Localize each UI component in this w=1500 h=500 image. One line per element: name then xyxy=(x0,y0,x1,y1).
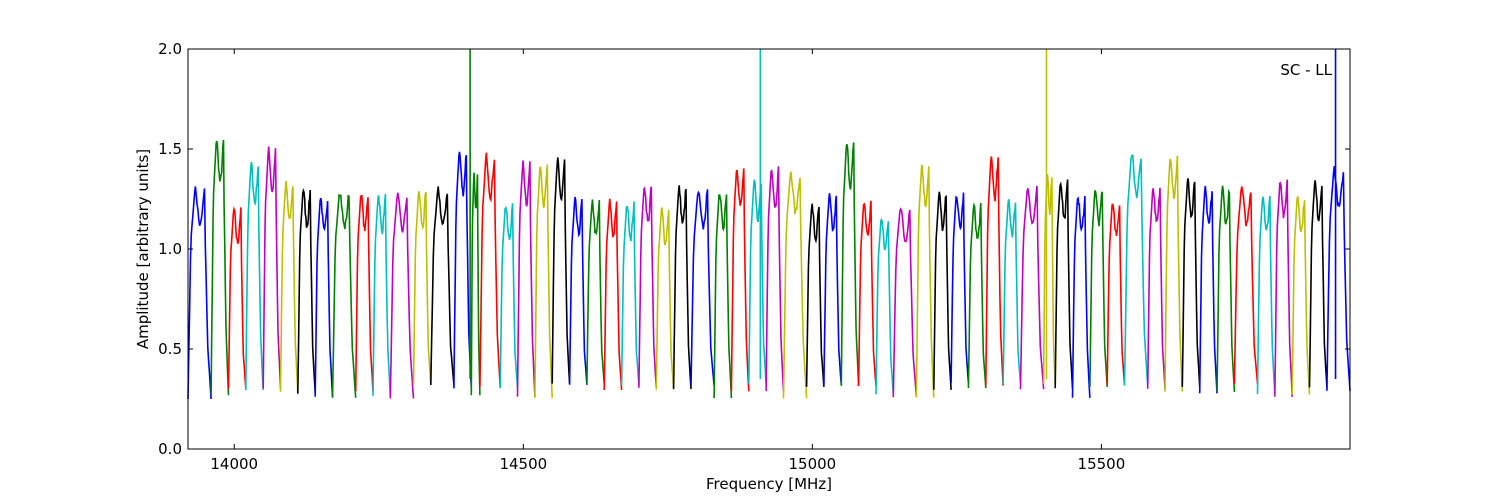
series-line xyxy=(586,199,605,384)
series-line xyxy=(1308,180,1328,388)
series-line xyxy=(892,207,918,398)
x-tick-label: 14000 xyxy=(210,455,258,473)
series-layer xyxy=(187,49,1351,400)
series-line xyxy=(1002,199,1022,385)
series-line xyxy=(620,201,640,386)
series-line xyxy=(1054,179,1074,389)
series-line xyxy=(638,186,658,388)
series-line xyxy=(823,193,843,386)
series-line xyxy=(1071,196,1091,398)
series-line xyxy=(1256,195,1276,395)
series-line xyxy=(297,188,316,394)
x-tick-label: 14500 xyxy=(499,455,547,473)
series-line xyxy=(933,191,952,390)
series-line xyxy=(262,146,282,389)
series-line xyxy=(857,200,877,387)
x-axis-label: Frequency [MHz] xyxy=(706,475,832,493)
series-line xyxy=(430,186,455,386)
x-axis: 14000 14500 15000 15500 xyxy=(210,49,1125,473)
series-line xyxy=(389,192,415,399)
y-tick-label: 0.5 xyxy=(158,340,182,358)
series-line xyxy=(782,171,808,399)
series-line xyxy=(713,194,733,399)
y-axis-label: Amplitude [arbitrary units] xyxy=(134,149,152,349)
series-line xyxy=(915,164,935,398)
series-line xyxy=(967,202,987,389)
series-line xyxy=(1233,186,1259,384)
y-tick-label: 0.0 xyxy=(158,440,182,458)
series-line xyxy=(279,180,299,392)
series-line xyxy=(499,203,519,389)
series-line xyxy=(568,196,588,385)
series-line xyxy=(314,197,334,397)
y-tick-label: 1.5 xyxy=(158,140,182,158)
plot-area xyxy=(188,49,1350,449)
series-line xyxy=(412,191,432,385)
series-line xyxy=(1042,174,1056,384)
series-line xyxy=(245,161,264,391)
series-line xyxy=(227,206,247,389)
series-line xyxy=(655,207,675,390)
series-line xyxy=(1164,155,1184,392)
series-line xyxy=(479,152,501,388)
series-line xyxy=(1089,190,1108,388)
series-line xyxy=(534,164,553,398)
series-line xyxy=(1291,196,1311,395)
series-line xyxy=(1146,187,1166,389)
series-line xyxy=(1198,185,1218,394)
series-line xyxy=(603,198,623,391)
series-line xyxy=(765,166,785,392)
plot-annotation: SC - LL xyxy=(1280,61,1332,79)
series-line xyxy=(453,151,473,389)
series-line xyxy=(331,193,357,398)
series-line xyxy=(1106,203,1126,385)
y-tick-label: 2.0 xyxy=(158,40,182,58)
series-line xyxy=(985,156,1004,386)
series-line xyxy=(1326,166,1351,391)
series-line xyxy=(516,160,536,397)
series-line xyxy=(551,157,571,384)
series-line xyxy=(354,194,374,392)
series-line xyxy=(875,217,895,395)
series-line xyxy=(187,186,212,400)
series-line xyxy=(470,172,481,396)
series-line xyxy=(1216,185,1236,392)
series-line xyxy=(1019,185,1045,390)
x-tick-label: 15500 xyxy=(1078,455,1126,473)
series-line xyxy=(1123,154,1149,386)
series-line xyxy=(672,185,692,389)
series-line xyxy=(1181,178,1201,388)
series-line xyxy=(840,142,860,386)
series-line xyxy=(1274,179,1293,397)
series-line xyxy=(950,192,970,384)
series-line xyxy=(210,139,230,396)
series-line xyxy=(372,193,392,396)
y-axis: 0.0 0.5 1.0 1.5 2.0 xyxy=(158,40,1350,458)
series-line xyxy=(690,189,715,386)
y-tick-label: 1.0 xyxy=(158,240,182,258)
series-line xyxy=(805,203,825,387)
series-line xyxy=(730,168,750,392)
x-tick-label: 15000 xyxy=(788,455,836,473)
series-line xyxy=(748,179,767,384)
